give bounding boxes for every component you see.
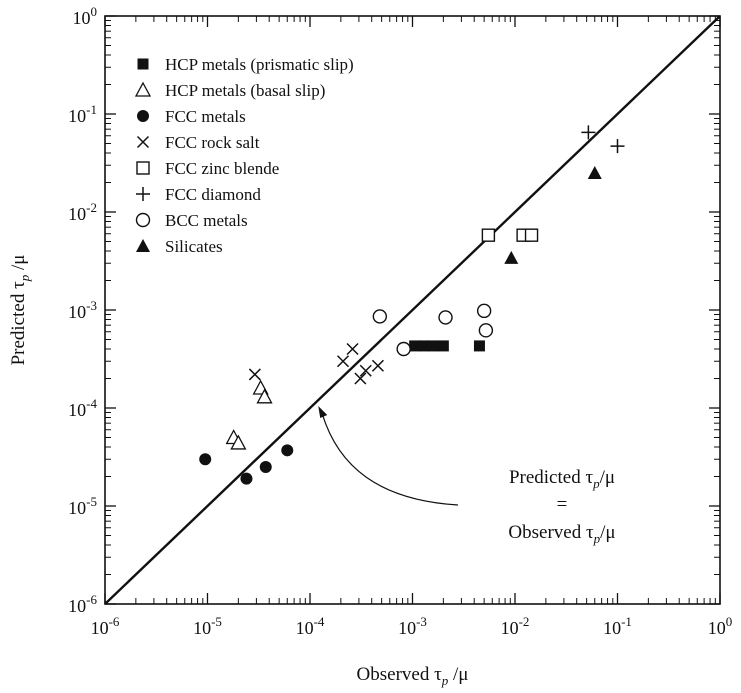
legend-marker xyxy=(135,212,151,228)
legend-label: FCC rock salt xyxy=(165,133,260,152)
y-tick-label: 10-2 xyxy=(68,200,97,224)
data-point xyxy=(354,372,367,385)
data-point xyxy=(610,139,625,154)
data-point xyxy=(481,228,496,242)
legend-label: Silicates xyxy=(165,237,223,256)
data-point xyxy=(478,323,494,338)
data-point xyxy=(259,461,272,474)
legend-marker xyxy=(136,239,150,252)
annotation-line-1: Predicted τp/μ xyxy=(509,467,615,491)
data-point xyxy=(256,388,273,404)
data-point xyxy=(476,303,492,319)
data-point xyxy=(581,125,596,140)
data-point xyxy=(587,166,602,180)
x-tick-label: 10-5 xyxy=(193,614,222,638)
x-axis-label: Observed τp /μ xyxy=(357,664,469,688)
data-point xyxy=(336,355,350,368)
legend-marker xyxy=(137,58,149,70)
data-point xyxy=(473,340,485,352)
legend-marker xyxy=(134,81,152,97)
annotation-group xyxy=(318,405,459,506)
annotation-text: Predicted τp/μ = Observed τp/μ xyxy=(508,467,615,546)
legend-label: HCP metals (basal slip) xyxy=(165,81,325,100)
data-point xyxy=(524,228,539,242)
data-point xyxy=(281,444,294,457)
data-point xyxy=(346,342,359,356)
data-point xyxy=(371,359,384,372)
legend-marker xyxy=(136,135,150,149)
legend-marker xyxy=(136,187,150,201)
annotation-arrowhead xyxy=(318,405,328,418)
y-tick-label: 10-1 xyxy=(68,102,97,126)
data-point xyxy=(359,364,372,377)
x-tick-label: 100 xyxy=(708,614,733,638)
annotation-line-3: Observed τp/μ xyxy=(508,522,615,546)
data-point xyxy=(504,250,519,264)
data-point xyxy=(409,340,421,352)
legend-marker xyxy=(137,110,149,122)
reference-line xyxy=(104,15,721,605)
data-point xyxy=(396,341,411,357)
x-tick-label: 10-6 xyxy=(91,614,120,638)
y-tick-label: 100 xyxy=(73,4,98,28)
legend-label: BCC metals xyxy=(165,211,248,230)
data-point xyxy=(437,340,449,352)
data-point xyxy=(372,309,388,324)
reference-line-group xyxy=(104,15,721,605)
x-tick-label: 10-2 xyxy=(501,614,530,638)
data-point xyxy=(248,368,261,381)
y-axis-label: Predicted τp /μ xyxy=(8,255,32,366)
data-points-group xyxy=(199,125,625,485)
legend-label: FCC zinc blende xyxy=(165,159,279,178)
data-point xyxy=(230,434,247,450)
y-tick-label: 10-5 xyxy=(68,494,97,518)
legend-label: HCP metals (prismatic slip) xyxy=(165,55,354,74)
data-point xyxy=(427,340,439,352)
y-tick-label: 10-3 xyxy=(68,298,97,322)
x-tick-label: 10-1 xyxy=(603,614,632,638)
y-tick-label: 10-4 xyxy=(68,396,97,420)
legend-label: FCC metals xyxy=(165,107,246,126)
legend: HCP metals (prismatic slip) HCP metals (b… xyxy=(134,55,354,256)
x-tick-label: 10-4 xyxy=(296,614,325,638)
legend-marker xyxy=(136,161,150,175)
data-point xyxy=(418,340,430,352)
annotation-line-2: = xyxy=(557,494,568,515)
data-point xyxy=(438,310,453,325)
x-tick-label: 10-3 xyxy=(398,614,427,638)
data-point xyxy=(199,453,212,466)
axis-ticks-group: 10-610-6 10-5 10-5 10-4 10-4 10-3 10-3 10-2 10-2… xyxy=(68,4,732,638)
annotation-arrow xyxy=(321,413,459,506)
data-point xyxy=(240,472,253,485)
y-tick-label: 10-6 xyxy=(68,592,97,616)
legend-label: FCC diamond xyxy=(165,185,261,204)
